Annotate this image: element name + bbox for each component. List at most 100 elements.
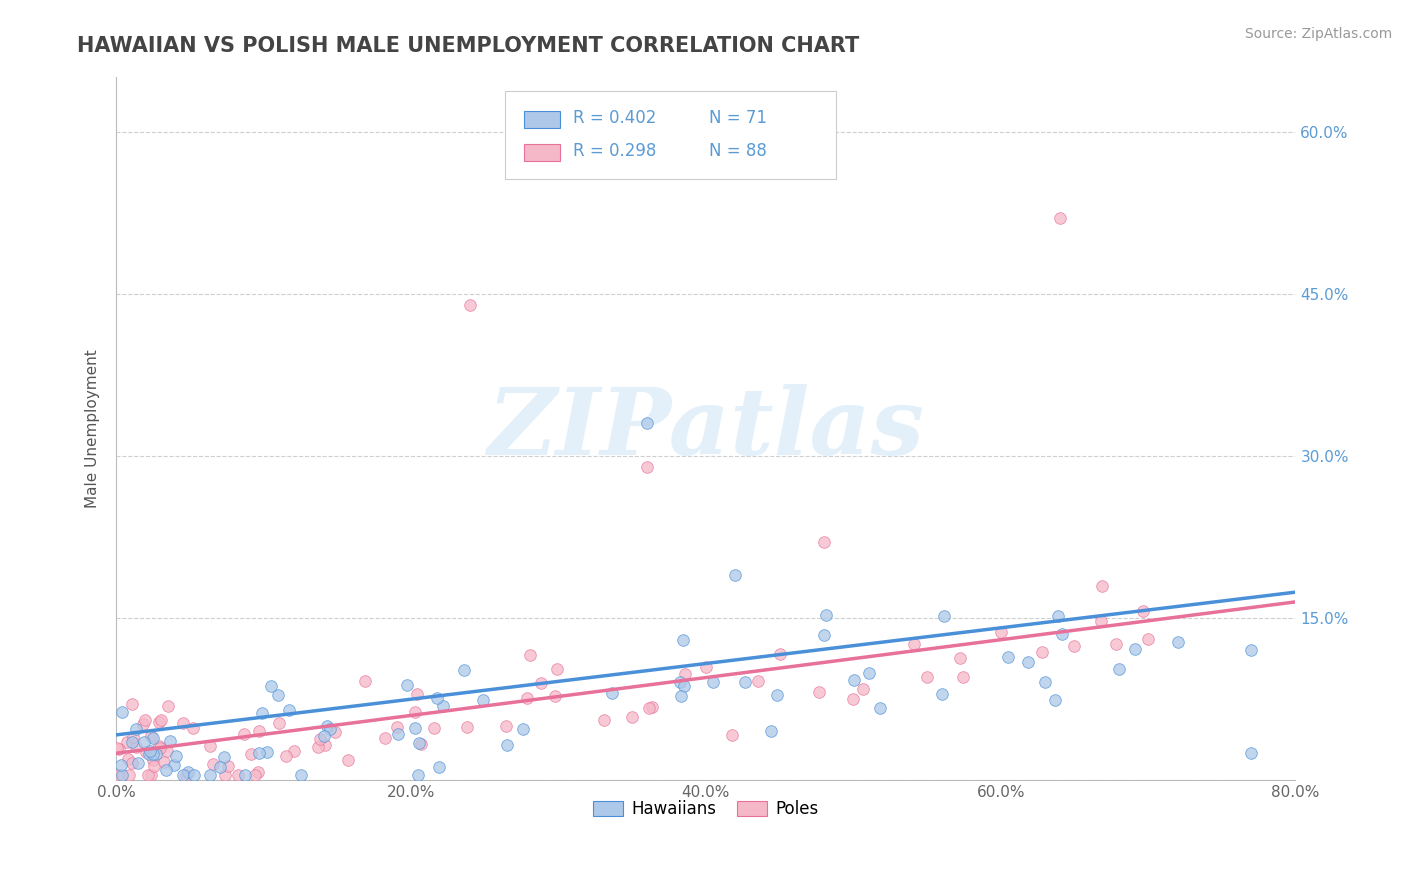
Point bbox=[1105, 637, 1128, 651]
Point bbox=[1123, 642, 1146, 657]
Point bbox=[1240, 642, 1263, 657]
Point bbox=[233, 727, 256, 741]
Point bbox=[456, 719, 478, 733]
Point bbox=[1063, 639, 1085, 653]
Point bbox=[157, 699, 180, 714]
Point bbox=[734, 675, 756, 690]
Point bbox=[1167, 635, 1189, 649]
Point bbox=[312, 729, 335, 743]
Point bbox=[177, 764, 200, 779]
Point bbox=[183, 721, 205, 735]
Point bbox=[118, 768, 141, 782]
Point bbox=[673, 679, 696, 693]
Legend: Hawaiians, Poles: Hawaiians, Poles bbox=[586, 793, 825, 825]
Point bbox=[110, 758, 132, 772]
Point bbox=[949, 651, 972, 665]
Point bbox=[544, 690, 567, 704]
Point bbox=[1043, 693, 1066, 707]
Point bbox=[136, 768, 159, 782]
Point bbox=[107, 768, 129, 782]
Point bbox=[138, 747, 160, 761]
Text: R = 0.298: R = 0.298 bbox=[572, 142, 657, 161]
Point bbox=[174, 768, 197, 782]
Point bbox=[290, 768, 312, 782]
Point bbox=[669, 675, 692, 690]
Point bbox=[546, 662, 568, 676]
Point bbox=[1090, 615, 1112, 629]
Point bbox=[427, 760, 450, 774]
Point bbox=[387, 727, 409, 741]
Point bbox=[152, 755, 174, 769]
Point bbox=[458, 297, 481, 311]
Point bbox=[209, 759, 232, 773]
Point bbox=[115, 735, 138, 749]
Point bbox=[406, 768, 429, 782]
Point bbox=[408, 736, 430, 750]
Point bbox=[766, 688, 789, 702]
Point bbox=[139, 729, 162, 743]
Point bbox=[672, 633, 695, 648]
Point bbox=[183, 768, 205, 782]
Point bbox=[404, 722, 426, 736]
Y-axis label: Male Unemployment: Male Unemployment bbox=[86, 350, 100, 508]
Point bbox=[247, 724, 270, 739]
Point bbox=[1108, 662, 1130, 676]
Text: N = 71: N = 71 bbox=[710, 109, 768, 128]
Point bbox=[172, 716, 194, 731]
Point bbox=[226, 768, 249, 782]
Point bbox=[453, 663, 475, 677]
Point bbox=[139, 768, 162, 782]
Point bbox=[214, 768, 236, 782]
Point bbox=[143, 758, 166, 772]
Point bbox=[423, 722, 446, 736]
Point bbox=[1049, 211, 1071, 225]
Point bbox=[247, 746, 270, 760]
Point bbox=[702, 674, 724, 689]
Point bbox=[858, 666, 880, 681]
Point bbox=[404, 706, 426, 720]
Point bbox=[308, 732, 330, 747]
Point bbox=[869, 700, 891, 714]
Point bbox=[108, 741, 131, 756]
Point bbox=[1031, 645, 1053, 659]
Point bbox=[243, 768, 266, 782]
Point bbox=[138, 744, 160, 758]
Point bbox=[516, 690, 538, 705]
Point bbox=[842, 691, 865, 706]
Point bbox=[111, 706, 134, 720]
Point bbox=[274, 749, 297, 764]
Point bbox=[673, 666, 696, 681]
Point bbox=[747, 673, 769, 688]
Text: ZIPatlas: ZIPatlas bbox=[488, 384, 924, 474]
Point bbox=[952, 670, 974, 684]
Point bbox=[637, 701, 659, 715]
Point bbox=[695, 659, 717, 673]
Point bbox=[915, 669, 938, 683]
Point bbox=[1033, 675, 1056, 690]
Point bbox=[903, 637, 925, 651]
Text: R = 0.402: R = 0.402 bbox=[572, 109, 657, 128]
Point bbox=[319, 723, 342, 737]
FancyBboxPatch shape bbox=[524, 112, 560, 128]
Point bbox=[997, 649, 1019, 664]
Point bbox=[807, 685, 830, 699]
Point bbox=[135, 745, 157, 759]
Point bbox=[814, 607, 837, 622]
Point bbox=[432, 698, 454, 713]
Point bbox=[277, 703, 299, 717]
Point bbox=[156, 744, 179, 758]
FancyBboxPatch shape bbox=[505, 92, 835, 179]
Text: Source: ZipAtlas.com: Source: ZipAtlas.com bbox=[1244, 27, 1392, 41]
Point bbox=[931, 687, 953, 701]
Point bbox=[842, 673, 865, 688]
Point bbox=[852, 681, 875, 696]
Point bbox=[354, 674, 377, 689]
Point bbox=[759, 723, 782, 738]
Point bbox=[150, 714, 173, 728]
Point bbox=[307, 740, 329, 755]
Point bbox=[325, 725, 347, 739]
Point bbox=[267, 716, 290, 731]
Point bbox=[471, 693, 494, 707]
Point bbox=[134, 735, 156, 749]
Text: HAWAIIAN VS POLISH MALE UNEMPLOYMENT CORRELATION CHART: HAWAIIAN VS POLISH MALE UNEMPLOYMENT COR… bbox=[77, 36, 859, 55]
